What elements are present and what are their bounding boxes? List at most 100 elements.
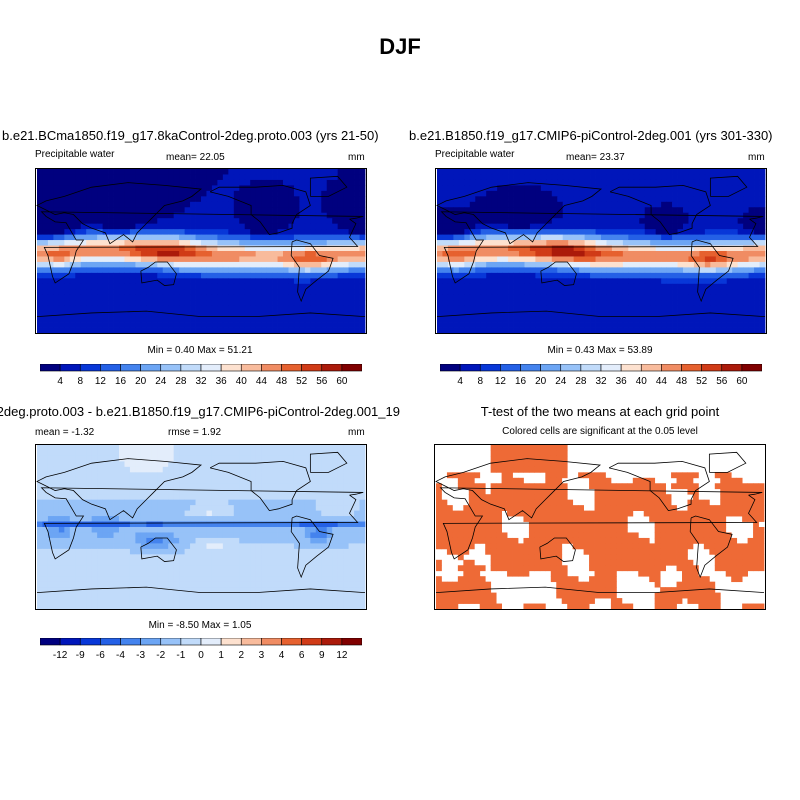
panel1-cell (277, 212, 284, 219)
panel1-cell (53, 212, 60, 219)
panel2-cell (677, 190, 684, 197)
panel2-cell (529, 190, 536, 197)
panel1-cell (69, 179, 76, 186)
panel3-cell (80, 483, 87, 490)
panel2-cell (562, 201, 569, 208)
panel3-cell (233, 510, 240, 517)
panel3-cell (337, 494, 344, 501)
panel1-cell (299, 179, 306, 186)
panel1-cell (102, 267, 109, 274)
panel2-cell (759, 245, 766, 252)
panel1-cell (64, 256, 71, 263)
panel2-cell (535, 261, 542, 268)
panel1-cell (337, 179, 344, 186)
panel2-cell (513, 305, 520, 312)
panel1-cell (304, 251, 311, 257)
panel3-cell (195, 532, 202, 539)
panel1-cell (162, 316, 169, 323)
panel2-colorbar-swatch (600, 364, 622, 372)
panel2-cell (693, 245, 700, 252)
panel3-cell (108, 445, 114, 451)
panel1-mean-label: mean= 22.05 (166, 152, 225, 163)
panel2-cell (447, 190, 454, 197)
panel3-cell (135, 499, 142, 506)
panel3-cell (124, 483, 131, 490)
panel2-cell (529, 261, 536, 268)
panel2-cell (486, 234, 493, 241)
panel2-cell (562, 300, 569, 307)
panel1-colorbar-tick-label: 44 (256, 376, 268, 387)
panel3-cell (343, 548, 349, 555)
panel2-cell (524, 245, 531, 252)
panel1-cell (102, 207, 109, 214)
panel2-cell (754, 245, 760, 252)
panel3-cell (233, 461, 240, 468)
panel2-cell (601, 196, 607, 203)
panel1-cell (162, 261, 169, 268)
panel3-cell (288, 505, 295, 511)
panel3-cell (140, 543, 147, 550)
panel1-cell (42, 327, 49, 333)
panel3-cell (206, 510, 213, 517)
panel1-cell (348, 256, 355, 263)
panel3-cell (173, 488, 180, 495)
panel1-cell (293, 201, 300, 208)
panel2-cell (721, 289, 728, 296)
panel3-cell (146, 521, 153, 528)
panel2-cell (661, 229, 667, 235)
panel3-cell (266, 455, 273, 462)
panel2-cell (508, 179, 514, 186)
panel2-cell (475, 169, 482, 175)
panel2-cell (611, 223, 618, 230)
panel2-cell (644, 196, 651, 203)
panel1-cell (211, 283, 218, 290)
panel1-cell (255, 174, 262, 181)
panel3-cell (354, 466, 360, 473)
panel1-cell (47, 223, 54, 230)
panel1-colorbar-swatch (120, 364, 141, 372)
panel2-cell (546, 245, 553, 252)
panel3-cell (151, 472, 158, 479)
panel3-cell (162, 499, 169, 506)
panel3-cell (266, 554, 273, 561)
panel3-cell (239, 516, 246, 522)
panel3-cell (108, 505, 114, 511)
panel3-cell (179, 450, 185, 457)
panel3-cell (348, 516, 355, 522)
panel1-cell (157, 179, 164, 186)
panel2-cell (704, 251, 711, 257)
panel1-cell (195, 212, 202, 219)
panel1-cell (201, 289, 207, 296)
panel3-cell (222, 516, 229, 522)
panel2-cell (486, 311, 493, 317)
panel1-cell (129, 185, 136, 192)
panel2-cell (453, 251, 460, 257)
panel2-cell (458, 229, 465, 235)
panel1-cell (299, 218, 306, 225)
panel1-cell (359, 179, 366, 186)
panel1-cell (80, 327, 87, 333)
panel1-cell (277, 201, 284, 208)
panel1-cell (337, 245, 344, 252)
panel1-cell (86, 245, 93, 252)
panel1-cell (293, 240, 300, 246)
panel3-cell (195, 554, 202, 561)
panel1-cell (86, 212, 93, 219)
panel3-cell (255, 472, 262, 479)
panel2-cell (540, 316, 547, 323)
panel1-cell (168, 316, 175, 323)
panel2-cell (633, 267, 640, 274)
panel1-cell (348, 169, 355, 175)
panel1-cell (354, 283, 360, 290)
panel3-cell (359, 445, 366, 451)
panel2-cell (579, 278, 585, 285)
panel2-colorbar-tick-label: 56 (716, 376, 728, 387)
panel3-cell (162, 483, 169, 490)
panel1-cell (201, 234, 207, 241)
panel2-cell (491, 300, 498, 307)
panel1-cell (250, 218, 257, 225)
panel2-cell (568, 240, 575, 246)
panel1-cell (304, 196, 311, 203)
panel2-cell (688, 327, 695, 333)
panel3-cell (343, 477, 349, 484)
